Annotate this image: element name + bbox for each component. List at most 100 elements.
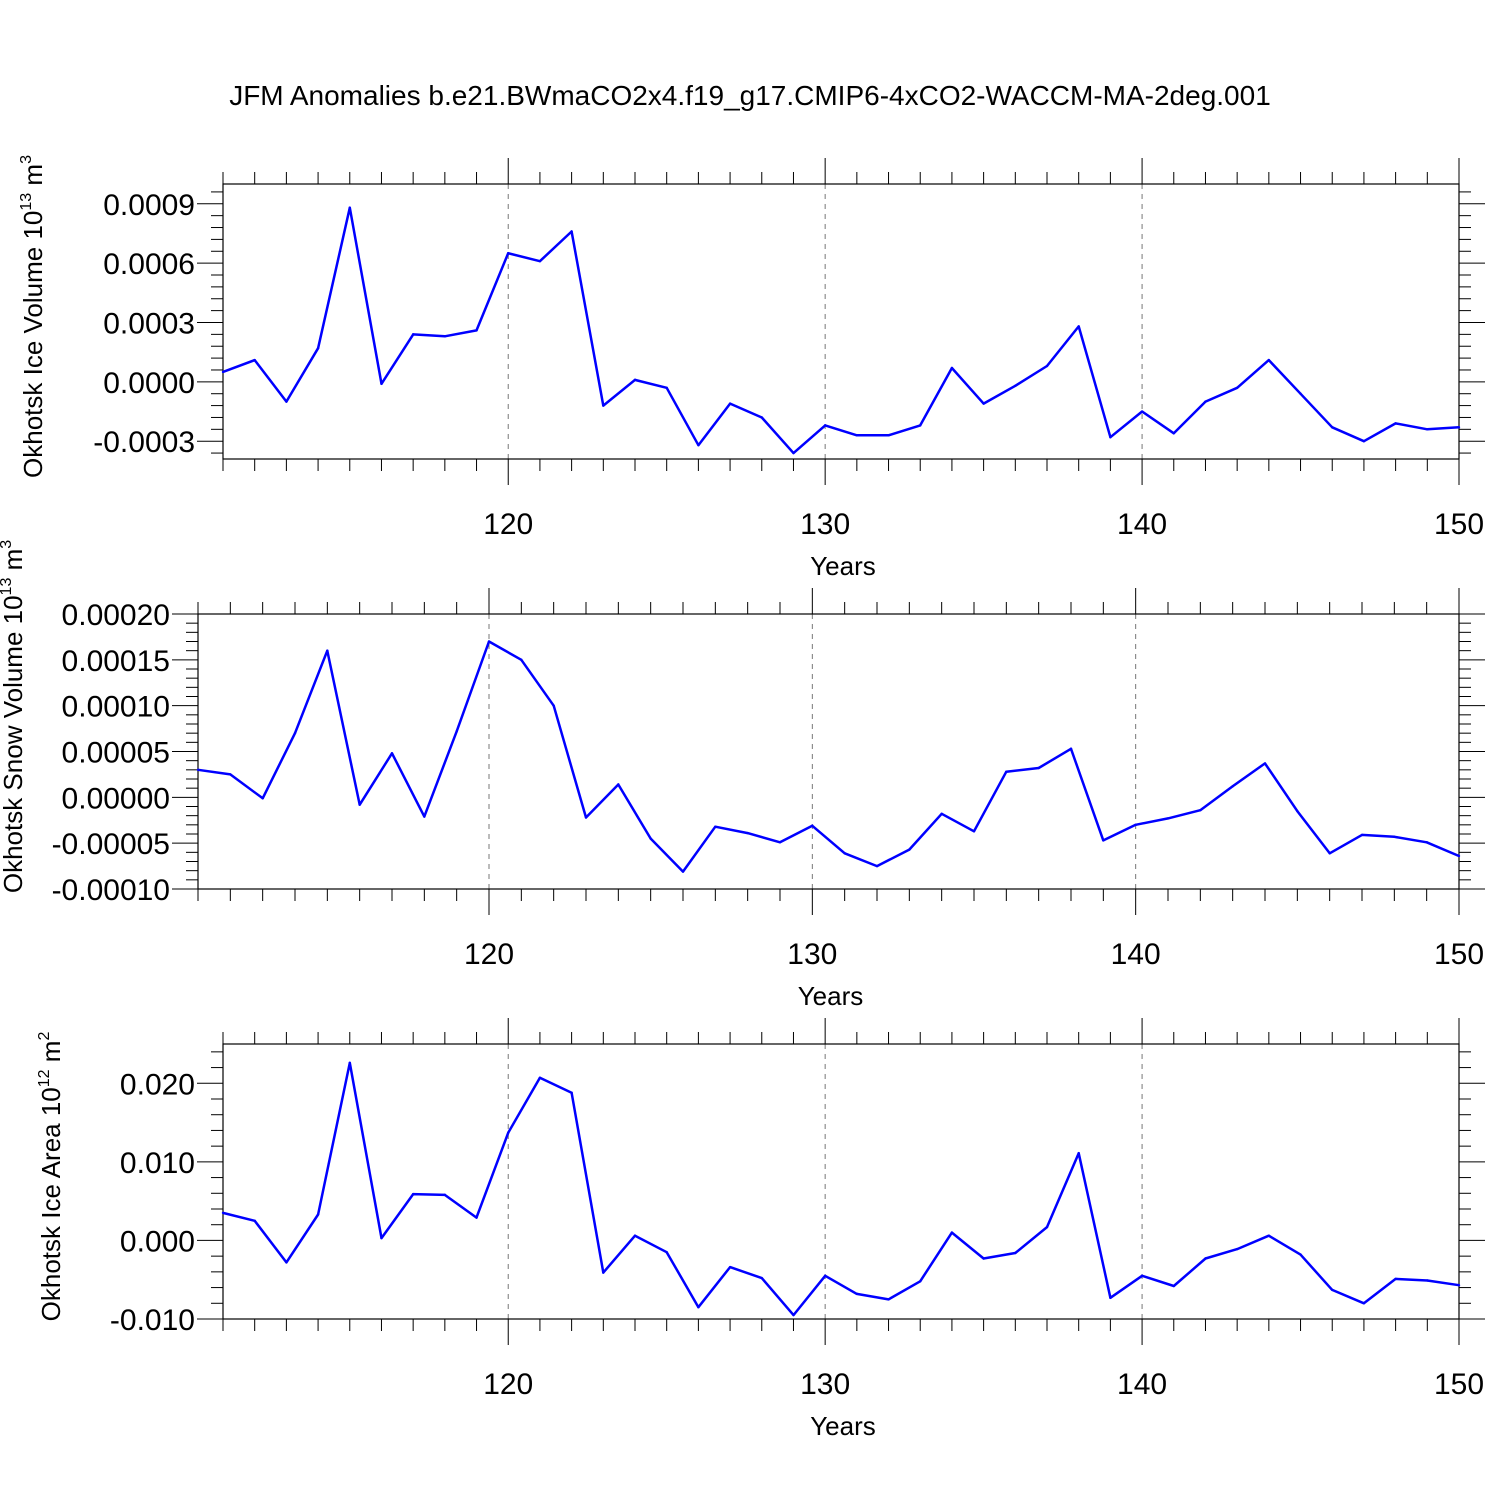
data-point — [443, 1193, 447, 1197]
data-point — [196, 768, 200, 772]
data-point — [1328, 852, 1331, 855]
data-point — [1045, 1225, 1049, 1229]
data-point — [728, 1265, 732, 1269]
data-point — [390, 752, 394, 755]
chart-title: JFM Anomalies b.e21.BWmaCO2x4.f19_g17.CM… — [229, 80, 1271, 111]
data-point — [538, 1076, 542, 1079]
series-line — [222, 1061, 1460, 1317]
data-point — [1331, 426, 1334, 429]
data-point — [714, 825, 717, 828]
data-point — [908, 848, 911, 851]
data-point — [1199, 808, 1202, 812]
data-point — [649, 837, 652, 840]
data-point — [746, 831, 749, 835]
x-tick-label: 130 — [787, 938, 837, 971]
data-point — [1426, 1279, 1429, 1282]
y-tick-label: 0.00010 — [62, 691, 170, 724]
data-point — [633, 1234, 637, 1237]
y-tick-label: -0.0003 — [93, 426, 195, 459]
data-point — [1299, 1253, 1302, 1256]
data-point — [423, 815, 426, 818]
data-point — [1331, 1288, 1334, 1292]
data-point — [602, 1271, 605, 1274]
data-point — [348, 206, 351, 209]
data-point — [1077, 325, 1080, 328]
data-point — [697, 443, 700, 447]
data-point — [665, 1251, 668, 1254]
y-tick-label: 0.00000 — [62, 782, 170, 815]
y-tick-label: 0.0000 — [103, 367, 195, 400]
data-point — [1005, 770, 1008, 773]
x-tick-label: 130 — [800, 1368, 850, 1401]
y-tick-label: 0.000 — [120, 1225, 195, 1258]
data-point — [1172, 432, 1175, 435]
data-point — [1204, 400, 1207, 403]
data-point — [1426, 428, 1429, 431]
y-tick-label: 0.00020 — [62, 599, 170, 632]
y-tick-label: 0.00005 — [62, 737, 170, 770]
x-tick-label: 140 — [1117, 1368, 1167, 1401]
data-point — [1235, 386, 1239, 389]
data-point — [811, 824, 814, 827]
y-tick-label: 0.0006 — [103, 248, 195, 281]
y-axis-label: Okhotsk Snow Volume 1013 m3 — [0, 540, 28, 893]
data-point — [1267, 1234, 1271, 1237]
data-point — [855, 1292, 859, 1296]
data-point — [261, 797, 264, 800]
series-line — [197, 640, 1460, 873]
data-point — [982, 1257, 985, 1260]
panel-snow-volume: -0.00010 -0.00005 0.00000 0.00005 0.00010 0.0… — [0, 540, 1485, 1011]
data-point — [1231, 785, 1234, 788]
data-point — [1109, 1296, 1112, 1299]
y-tick-label: 0.0003 — [103, 307, 195, 340]
data-point — [633, 378, 637, 382]
data-point — [972, 830, 976, 833]
data-point — [326, 649, 329, 652]
data-point — [316, 347, 320, 350]
data-point — [443, 335, 447, 338]
y-axis-label: Okhotsk Ice Volume 1013 m3 — [18, 155, 48, 478]
data-point — [1362, 439, 1366, 443]
panel-ice-area: -0.010 0.000 0.010 0.020 120 130 140 150 Years Ok… — [36, 1018, 1485, 1441]
y-tick-label: 0.0009 — [103, 189, 195, 222]
data-point — [475, 1216, 478, 1219]
data-point — [293, 731, 297, 735]
data-point — [507, 252, 510, 255]
data-point — [570, 1091, 573, 1094]
data-point — [1102, 839, 1105, 842]
x-tick-label: 120 — [464, 938, 514, 971]
data-point — [221, 1211, 225, 1215]
data-point — [1394, 1277, 1397, 1281]
data-point — [285, 400, 288, 403]
y-axis-label: Okhotsk Ice Area 1012 m2 — [36, 1032, 66, 1322]
data-point — [552, 704, 555, 707]
x-axis-label: Years — [810, 551, 876, 581]
y-tick-label: -0.010 — [110, 1304, 195, 1337]
data-point — [919, 424, 922, 427]
x-tick-label: 150 — [1434, 508, 1484, 541]
data-point — [229, 773, 232, 776]
data-point — [507, 1131, 510, 1134]
data-point — [760, 1276, 763, 1280]
data-point — [617, 783, 620, 786]
data-point — [411, 1192, 415, 1196]
data-point — [221, 370, 225, 374]
data-point — [1037, 766, 1040, 770]
data-point — [411, 333, 415, 336]
data-point — [697, 1306, 700, 1309]
data-point — [316, 1213, 320, 1216]
data-point — [487, 640, 491, 643]
data-point — [1014, 384, 1017, 387]
data-point — [950, 1231, 954, 1234]
data-point — [253, 358, 256, 362]
x-tick-label: 140 — [1111, 938, 1161, 971]
data-point — [1204, 1257, 1207, 1260]
data-point — [875, 864, 879, 868]
x-tick-label: 130 — [800, 508, 850, 541]
data-point — [843, 852, 846, 855]
x-tick-label: 150 — [1434, 938, 1484, 971]
data-point — [584, 816, 588, 819]
y-tick-label: 0.020 — [120, 1068, 195, 1101]
data-point — [1457, 1284, 1461, 1287]
data-point — [919, 1280, 922, 1283]
